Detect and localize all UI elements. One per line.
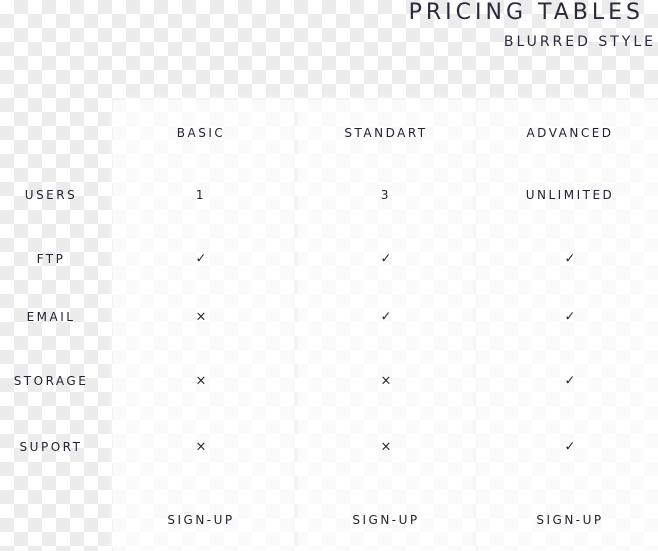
check-icon: ✓ [564, 251, 576, 267]
sign-up-button[interactable]: SIGN-UP [352, 513, 420, 527]
check-icon: ✓ [380, 309, 392, 325]
feature-label: USERS [24, 188, 78, 202]
feature-value: 3 [380, 188, 392, 202]
cross-icon: × [195, 373, 207, 389]
cross-icon: × [380, 373, 392, 389]
check-icon: ✓ [564, 309, 576, 325]
feature-value: 1 [195, 188, 207, 202]
plan-column-basic [113, 100, 293, 551]
check-icon: ✓ [564, 373, 576, 389]
feature-label: SUPORT [19, 440, 83, 454]
plan-name: ADVANCED [526, 126, 614, 140]
sign-up-button[interactable]: SIGN-UP [167, 513, 235, 527]
plan-column-advanced [477, 100, 658, 551]
check-icon: ✓ [380, 251, 392, 267]
feature-label: EMAIL [26, 310, 76, 324]
cross-icon: × [195, 309, 207, 325]
feature-label: FTP [36, 252, 66, 266]
cross-icon: × [380, 439, 392, 455]
feature-value: UNLIMITED [525, 188, 615, 202]
page-subtitle: BLURRED STYLE [503, 34, 656, 50]
page-title: PRICING TABLES [408, 0, 644, 25]
feature-label: STORAGE [13, 374, 89, 388]
check-icon: ✓ [195, 251, 207, 267]
sign-up-button[interactable]: SIGN-UP [536, 513, 604, 527]
plan-name: BASIC [176, 126, 226, 140]
plan-name: STANDART [344, 126, 428, 140]
plan-column-standart [298, 100, 473, 551]
cross-icon: × [195, 439, 207, 455]
check-icon: ✓ [564, 439, 576, 455]
